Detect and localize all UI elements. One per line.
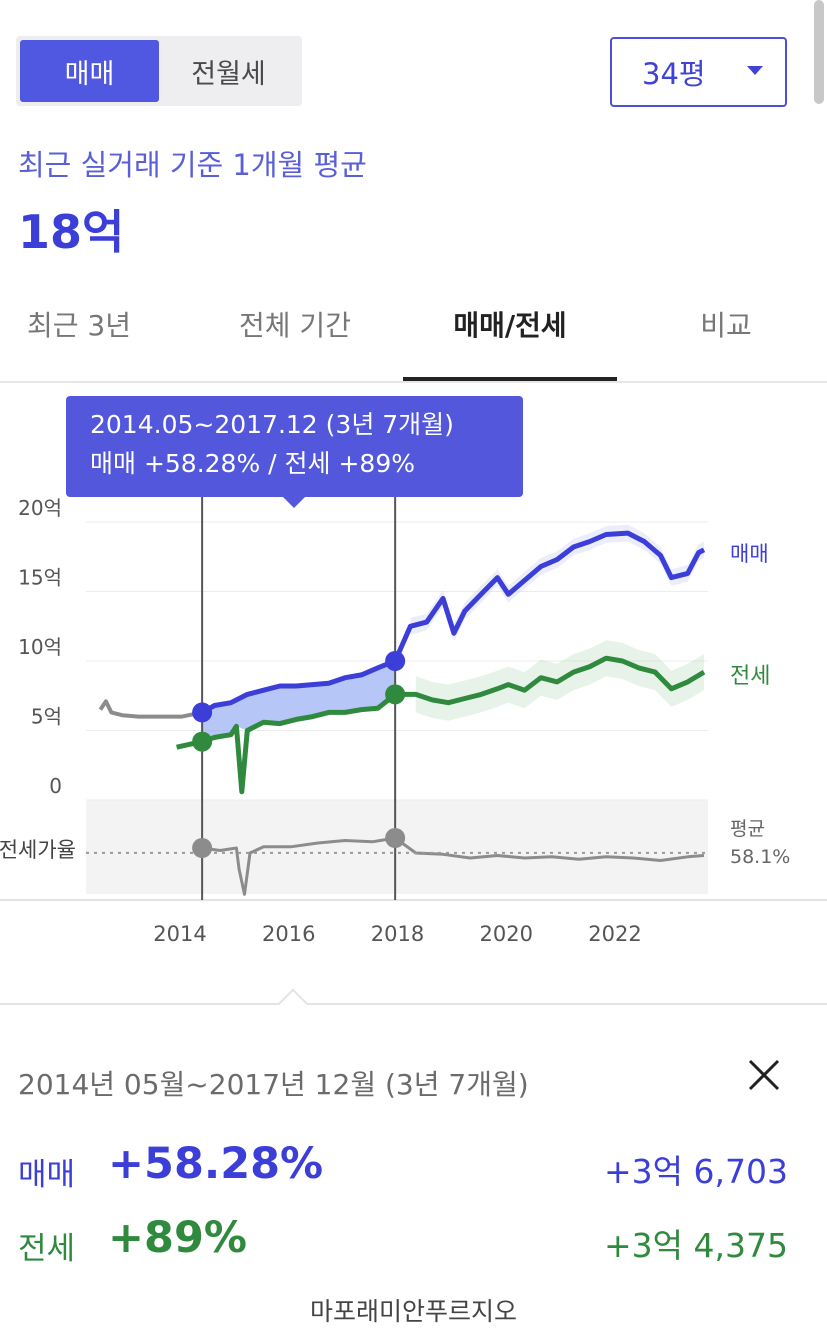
detail-jeonse-amount: +3억 4,375 [604,1226,788,1265]
ratio-marker-point [192,838,213,858]
sale-range-band [410,524,704,642]
tab-recent-3y[interactable]: 최근 3년 [27,309,131,342]
period-tabs: 최근 3년 전체 기간 매매/전세 비교 [0,290,827,383]
series-line-previous [98,699,203,719]
x-tick-label: 2016 [262,922,315,946]
tab-sale-jeonse[interactable]: 매매/전세 [453,309,567,342]
detail-period: 2014년 05월~2017년 12월 (3년 7개월) [18,1068,529,1101]
selection-tooltip: 2014.05~2017.12 (3년 7개월) 매매 +58.28% / 전세… [66,396,523,508]
detail-sale-row: 매매 +58.28% +3억 6,703 [18,1139,808,1199]
ratio-line [201,836,705,896]
y-tick-label: 15억 [18,566,62,590]
tab-all-period[interactable]: 전체 기간 [239,309,351,342]
legend-sale: 매매 [730,542,769,566]
price-subtitle: 최근 실거래 기준 1개월 평균 [18,148,367,182]
caret-down-icon [747,66,763,75]
deal-type-toggle: 매매 전월세 [16,36,302,106]
ratio-average-label: 평균 [730,818,765,840]
average-price: 18억 [18,205,125,259]
sale-marker-point [192,702,213,723]
detail-jeonse-label: 전세 [18,1231,76,1267]
sale-marker-point [385,651,406,671]
tooltip-change: 매매 +58.28% / 전세 +89% [90,449,415,478]
detail-jeonse-pct: +89% [108,1213,247,1263]
ratio-marker-point [385,828,406,848]
ratio-average-value: 58.1% [730,846,790,868]
tooltip-arrow [282,496,306,508]
detail-jeonse-row: 전세 +89% +3억 4,375 [18,1213,808,1273]
jeonse-marker-point [192,731,213,752]
jeonse-marker-point [385,684,406,705]
detail-sale-amount: +3억 6,703 [604,1152,788,1191]
y-tick-label: 5억 [31,705,62,729]
close-icon[interactable] [744,1055,784,1095]
tooltip-period: 2014.05~2017.12 (3년 7개월) [90,410,454,439]
x-tick-label: 2014 [153,922,206,946]
x-tick-label: 2018 [371,922,424,946]
tab-compare[interactable]: 비교 [700,309,752,342]
size-select[interactable]: 34평 [610,37,787,107]
scrollbar[interactable] [814,0,824,104]
y-tick-label: 0 [49,774,62,798]
selection-fill [202,661,396,742]
series-line-sale [200,530,706,715]
y-tick-label: 20억 [18,496,62,520]
tab-active-indicator [403,377,617,381]
ratio-axis-label: 전세가율 [0,838,76,862]
detail-sale-label: 매매 [18,1157,76,1193]
size-select-value: 34평 [642,57,706,91]
deal-type-rent-button[interactable]: 전월세 [191,58,266,90]
x-tick-label: 2020 [480,922,533,946]
deal-type-sale-button[interactable]: 매매 [20,40,159,102]
detail-sale-pct: +58.28% [108,1139,324,1189]
complex-name: 마포래미안푸르지오 [309,1297,517,1326]
x-tick-label: 2022 [588,922,641,946]
selection-detail-panel: 2014년 05월~2017년 12월 (3년 7개월) 매매 +58.28% … [0,988,827,1332]
y-tick-label: 10억 [18,635,62,659]
series-line-jeonse [176,655,706,795]
legend-jeonse: 전세 [730,664,770,689]
